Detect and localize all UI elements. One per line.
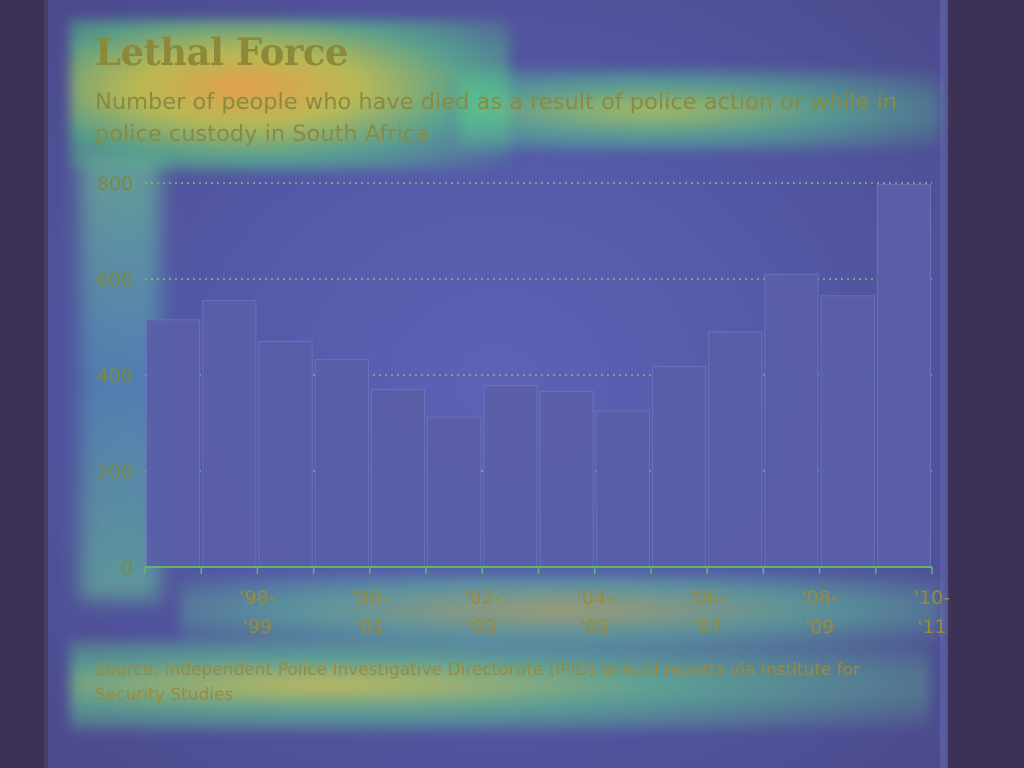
bar-2005-06 [595,410,650,568]
bar--06-07 [651,365,707,568]
source-note: Source: Independent Police Investigative… [95,660,861,705]
bar--10-11 [876,183,931,568]
attention-heat-title [70,20,510,170]
y-tick-label-800: 800 [97,173,133,195]
chart-subtitle: Number of people who have died as a resu… [95,89,897,147]
y-tick-label-400: 400 [97,365,133,387]
bar--00-01 [314,359,369,568]
x-tick-label-3: '00-'01 [352,587,388,638]
left-margin-strip [0,0,44,768]
y-tick-label-200: 200 [97,461,133,483]
attention-heat-subtitle [460,70,940,150]
y-tick-label-600: 600 [97,269,133,291]
tick-labels: 0 200 400 600 800 '98-'99 '00-'01 '02-'03 '04-'0… [97,173,950,638]
bar-1997-98 [146,319,201,568]
bar-2001-02 [370,388,426,568]
axes [144,566,933,574]
bar-2003-04 [483,385,538,568]
x-tick-label-1: '98-'99 [239,587,275,638]
y-tick-label-0: 0 [121,557,133,579]
x-tick-label-7: '04-'05 [577,587,613,638]
bar-2009-10 [820,295,875,568]
x-tick-label-11: '08-'09 [801,587,837,638]
bar--08-09 [764,273,819,568]
bar--02-03 [427,416,482,568]
bar--04-05 [539,390,594,568]
attention-heat-x-axis [180,575,940,645]
bar-1999-00 [258,340,313,568]
attention-heat-source [70,640,930,730]
bar-2007-08 [708,331,763,568]
x-tick-label-13: '10-'11 [914,587,950,638]
x-tick-label-9: '06-'07 [689,587,725,638]
x-tick-label-5: '02-'03 [464,587,500,638]
chart-title: Lethal Force [95,30,348,74]
bars [146,183,931,568]
right-margin-band [948,0,1024,768]
bar--98-99 [202,300,257,568]
